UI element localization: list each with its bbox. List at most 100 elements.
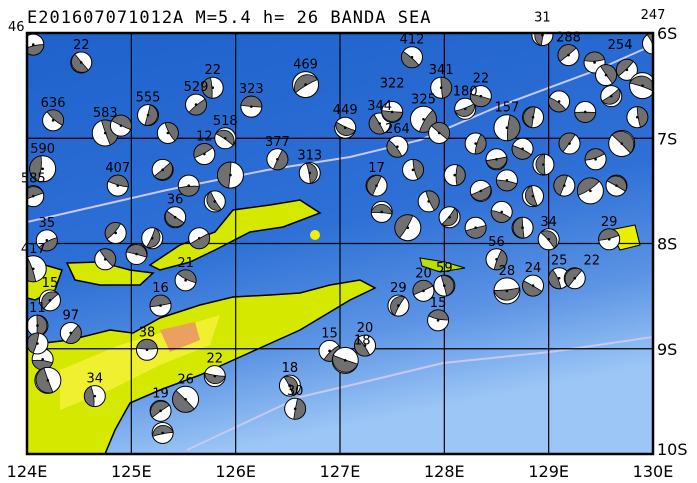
focal-mechanism-beachball[interactable] [493, 114, 521, 142]
focal-mechanism-beachball[interactable] [522, 106, 545, 129]
focal-mechanism-beachball[interactable] [469, 179, 492, 202]
focal-mechanism-beachball[interactable] [595, 64, 618, 87]
focal-mechanism-beachball[interactable] [522, 185, 545, 208]
focal-mechanism-beachball[interactable] [642, 33, 664, 55]
focal-mechanism-beachball[interactable] [42, 109, 65, 132]
focal-mechanism-beachball[interactable] [38, 289, 61, 312]
focal-mechanism-beachball[interactable] [537, 228, 560, 251]
focal-mechanism-beachball[interactable] [394, 214, 422, 242]
focal-mechanism-beachball[interactable] [558, 132, 581, 155]
focal-mechanism-beachball[interactable] [412, 279, 435, 302]
focal-mechanism-beachball[interactable] [598, 228, 621, 251]
focal-mechanism-beachball[interactable] [193, 143, 216, 166]
focal-mechanism-beachball[interactable] [365, 174, 388, 197]
focal-mechanism-beachball[interactable] [629, 72, 656, 100]
focal-mechanism-beachball[interactable] [334, 116, 357, 139]
focal-mechanism-beachball[interactable] [493, 277, 521, 305]
focal-mechanism-beachball[interactable] [214, 127, 237, 150]
focal-mechanism-beachball[interactable] [576, 177, 604, 205]
focal-mechanism-beachball[interactable] [438, 206, 461, 229]
focal-mechanism-beachball[interactable] [284, 397, 307, 420]
focal-mechanism-beachball[interactable] [59, 321, 82, 344]
focal-mechanism-beachball[interactable] [203, 190, 226, 213]
focal-mechanism-beachball[interactable] [430, 76, 453, 99]
focal-mechanism-beachball[interactable] [402, 158, 425, 181]
focal-mechanism-beachball[interactable] [172, 385, 200, 413]
focal-mechanism-beachball[interactable] [156, 121, 179, 144]
focal-mechanism-beachball[interactable] [185, 93, 208, 116]
focal-mechanism-beachball[interactable] [531, 25, 554, 47]
focal-mechanism-beachball[interactable] [298, 161, 321, 185]
focal-mechanism-beachball[interactable] [109, 114, 132, 137]
focal-mechanism-beachball[interactable] [177, 174, 200, 197]
focal-mechanism-beachball[interactable] [454, 97, 477, 120]
focal-mechanism-beachball[interactable] [104, 221, 127, 244]
focal-mechanism-beachball[interactable] [485, 248, 508, 271]
focal-mechanism-beachball[interactable] [574, 100, 597, 123]
focal-mechanism-beachball[interactable] [135, 338, 158, 361]
focal-mechanism-beachball[interactable] [615, 58, 638, 81]
focal-mechanism-beachball[interactable] [151, 158, 174, 181]
focal-mechanism-beachball[interactable] [427, 309, 450, 332]
beachball-compression [189, 232, 211, 250]
focal-mechanism-beachball[interactable] [29, 155, 57, 183]
focal-mechanism-beachball[interactable] [240, 95, 263, 118]
focal-mechanism-beachball[interactable] [464, 216, 487, 239]
focal-mechanism-beachball[interactable] [292, 71, 320, 99]
focal-mechanism-beachball[interactable] [354, 334, 377, 357]
focal-mechanism-beachball[interactable] [125, 243, 148, 266]
focal-mechanism-beachball[interactable] [417, 190, 440, 213]
focal-mechanism-beachball[interactable] [137, 104, 160, 127]
focal-mechanism-beachball[interactable] [94, 248, 117, 271]
focal-mechanism-beachball[interactable] [469, 85, 492, 108]
focal-mechanism-beachball[interactable] [511, 137, 534, 160]
focal-mechanism-beachball[interactable] [600, 85, 623, 108]
focal-mechanism-beachball[interactable] [174, 269, 197, 292]
focal-mechanism-beachball[interactable] [278, 374, 301, 397]
focal-mechanism-beachball[interactable] [608, 130, 636, 158]
focal-mechanism-beachball[interactable] [151, 421, 174, 444]
focal-mechanism-beachball[interactable] [485, 148, 508, 171]
focal-mechanism-beachball[interactable] [381, 100, 404, 123]
focal-mechanism-beachball[interactable] [548, 90, 571, 113]
focal-mechanism-beachball[interactable] [83, 385, 106, 408]
focal-mechanism-beachball[interactable] [433, 274, 456, 297]
focal-mechanism-beachball[interactable] [386, 135, 409, 158]
focal-mechanism-beachball[interactable] [428, 121, 451, 144]
focal-mechanism-beachball[interactable] [266, 148, 289, 171]
focal-mechanism-beachball[interactable] [400, 46, 423, 69]
focal-mechanism-beachball[interactable] [490, 200, 513, 223]
focal-mechanism-beachball[interactable] [331, 346, 359, 374]
focal-mechanism-beachball[interactable] [188, 227, 211, 250]
focal-mechanism-beachball[interactable] [495, 169, 518, 192]
focal-mechanism-beachball[interactable] [605, 174, 628, 197]
focal-mechanism-beachball[interactable] [522, 274, 545, 297]
focal-mechanism-beachball[interactable] [557, 44, 580, 67]
focal-mechanism-beachball[interactable] [149, 399, 172, 422]
focal-mechanism-beachball[interactable] [511, 216, 534, 239]
focal-mechanism-beachball[interactable] [626, 106, 649, 129]
focal-mechanism-beachball[interactable] [164, 206, 187, 229]
focal-mechanism-beachball[interactable] [203, 365, 226, 388]
focal-mechanism-beachball[interactable] [34, 366, 62, 394]
focal-mechanism-beachball[interactable] [141, 227, 164, 250]
focal-mechanism-beachball[interactable] [20, 255, 47, 283]
focal-mechanism-beachball[interactable] [387, 294, 410, 317]
focal-mechanism-beachball[interactable] [27, 332, 49, 355]
focal-mechanism-beachball[interactable] [563, 267, 586, 290]
focal-mechanism-beachball[interactable] [106, 174, 129, 197]
focal-mechanism-beachball[interactable] [216, 161, 244, 189]
focal-mechanism-beachball[interactable] [149, 294, 172, 317]
focal-mechanism-beachball[interactable] [370, 200, 393, 223]
focal-mechanism-beachball[interactable] [70, 51, 93, 74]
focal-mechanism-beachball[interactable] [553, 174, 576, 197]
focal-mechanism-beachball[interactable] [464, 132, 487, 155]
focal-mechanism-beachball[interactable] [27, 314, 49, 337]
focal-mechanism-beachball[interactable] [532, 153, 555, 176]
focal-mechanism-beachball[interactable] [584, 148, 607, 171]
focal-mechanism-beachball[interactable] [23, 185, 45, 208]
beachball-compression [83, 385, 95, 408]
focal-mechanism-beachball[interactable] [201, 76, 224, 99]
focal-mechanism-beachball[interactable] [35, 229, 58, 252]
focal-mechanism-beachball[interactable] [443, 164, 466, 187]
